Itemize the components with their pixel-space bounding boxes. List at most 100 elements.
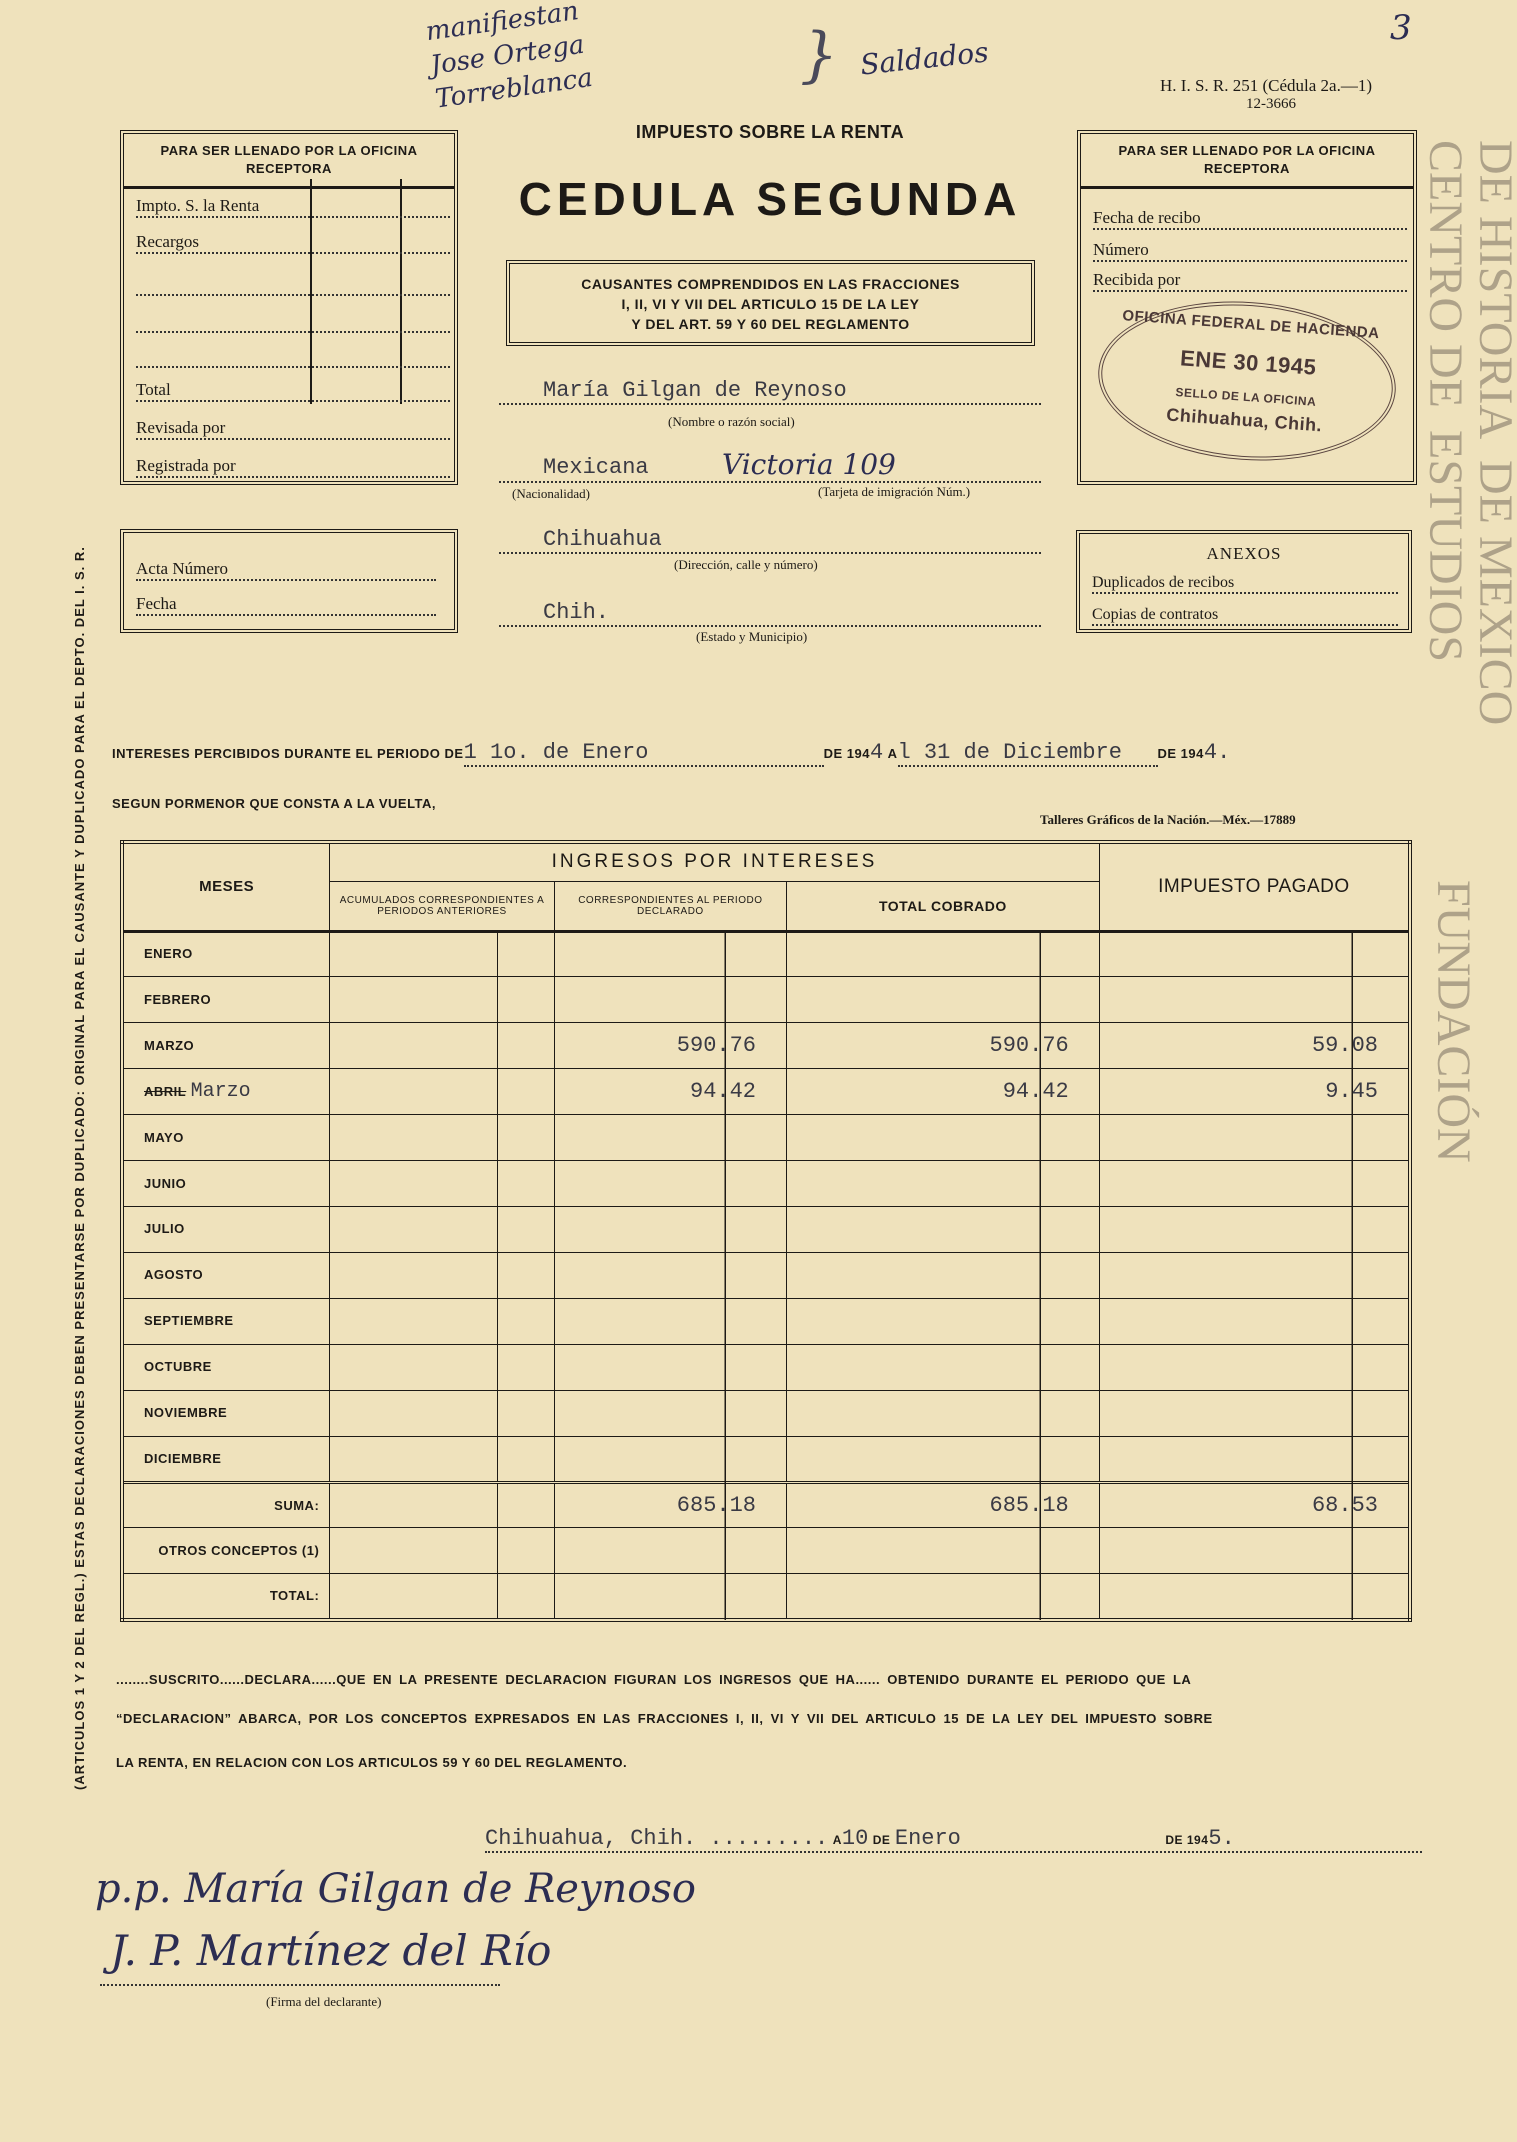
acumulados-cents-cell: [496, 930, 555, 978]
amount-cell-imp: 9.45: [1098, 1068, 1411, 1116]
recibida-por-field[interactable]: Recibida por: [1093, 270, 1407, 292]
amount-cell-imp: [1098, 1389, 1411, 1437]
typed-month: Marzo: [190, 1080, 251, 1104]
acumulados-cell: [329, 1481, 498, 1529]
month-label: OCTUBRE: [144, 1359, 212, 1375]
brace-mark: }: [800, 20, 839, 90]
month-label: DICIEMBRE: [144, 1450, 222, 1466]
saldados-note: Saldados: [858, 35, 990, 82]
form-title: CEDULA SEGUNDA: [518, 173, 1022, 225]
month-cell: FEBRERO: [121, 976, 331, 1024]
amount-cell-corr: [553, 1573, 788, 1621]
place-field[interactable]: Chihuahua, Chih. .........: [485, 1826, 829, 1851]
amount-cell-imp: [1098, 1573, 1411, 1621]
month-cell: SEPTIEMBRE: [121, 1297, 331, 1345]
month-field[interactable]: Enero: [894, 1826, 961, 1851]
recargos-field[interactable]: Recargos: [136, 232, 450, 254]
amount-cell-corr: 590.76: [553, 1022, 788, 1070]
acumulados-cents-cell: [496, 1160, 555, 1208]
amount-cell-total: 685.18: [786, 1481, 1100, 1529]
total-field[interactable]: Total: [136, 380, 450, 402]
amount-value: 9.45: [1325, 1079, 1378, 1105]
acta-numero-field[interactable]: Acta Número: [136, 559, 436, 581]
totals-label: SUMA:: [274, 1497, 320, 1513]
table-row: FEBRERO: [121, 976, 1411, 1024]
period-de: DE 194: [1157, 746, 1204, 761]
table-row: ABRIL Marzo 94.42 94.42 9.45: [121, 1068, 1411, 1116]
amount-cell-corr: [553, 1251, 788, 1299]
header-correspondientes: CORRESPONDIENTES AL PERIODO DECLARADO: [553, 880, 788, 933]
acta-fecha-field[interactable]: Fecha: [136, 594, 436, 616]
amount-cell-total: [786, 1435, 1100, 1483]
year-field[interactable]: 5.: [1208, 1826, 1235, 1851]
label-de: DE: [872, 1833, 891, 1847]
acumulados-cell: [329, 1160, 498, 1208]
amount-cell-imp: [1098, 1435, 1411, 1483]
amount-cell-total: [786, 930, 1100, 978]
header-impuesto: IMPUESTO PAGADO: [1098, 841, 1411, 933]
acumulados-cell: [329, 1068, 498, 1116]
amount-cell-corr: 685.18: [553, 1481, 788, 1529]
amount-cell-total: 590.76: [786, 1022, 1100, 1070]
table-row: SEPTIEMBRE: [121, 1297, 1411, 1345]
period-from[interactable]: 1 1o. de Enero: [463, 740, 824, 767]
amount-cell-imp: [1098, 930, 1411, 978]
table-row: ENERO: [121, 930, 1411, 978]
month-cell: DICIEMBRE: [121, 1435, 331, 1483]
amount-cell-imp: [1098, 1160, 1411, 1208]
state-field[interactable]: Chih.: [499, 600, 1041, 627]
acumulados-cell: [329, 1251, 498, 1299]
form-code: H. I. S. R. 251 (Cédula 2a.—1): [1160, 76, 1373, 95]
signature-line: [100, 1984, 500, 1986]
form-subtitle: IMPUESTO SOBRE LA RENTA: [635, 122, 905, 142]
amount-cell-corr: [553, 1297, 788, 1345]
totals-row: SUMA: 685.18 685.18 68.53: [121, 1481, 1411, 1529]
amount-cell-corr: [553, 976, 788, 1024]
nationality-line: [499, 457, 1041, 483]
registrada-field[interactable]: Registrada por: [136, 456, 450, 478]
period-year-to[interactable]: 4.: [1203, 740, 1231, 765]
period-to[interactable]: l 31 de Diciembre: [897, 740, 1158, 767]
month-label: JUNIO: [144, 1175, 187, 1191]
revisada-field[interactable]: Revisada por: [136, 418, 450, 440]
divider: [310, 179, 312, 404]
amount-cell-corr: [553, 1206, 788, 1253]
numero-field[interactable]: Número: [1093, 240, 1407, 262]
nationality-field[interactable]: Mexicana: [543, 455, 649, 480]
side-note: (ARTICULOS 1 Y 2 DEL REGL.) ESTAS DECLAR…: [72, 546, 87, 1790]
acta-box: Acta Número Fecha: [120, 529, 458, 633]
amount-value: 590.76: [989, 1033, 1069, 1059]
watermark-line: CENTRO DE: [1419, 140, 1472, 408]
acumulados-cents-cell: [496, 976, 555, 1024]
watermark-line: DE MEXICO: [1469, 460, 1517, 726]
acumulados-cents-cell: [496, 1573, 555, 1621]
totals-label: TOTAL:: [269, 1588, 320, 1604]
scope-line: CAUSANTES COMPRENDIDOS EN LAS FRACCIONES: [581, 276, 960, 292]
card-field[interactable]: Victoria 109: [722, 448, 896, 481]
scope-line: I, II, VI Y VII DEL ARTICULO 15 DE LA LE…: [621, 296, 920, 312]
month-label: AGOSTO: [144, 1267, 204, 1283]
address-field[interactable]: Chihuahua: [499, 527, 1041, 554]
fecha-recibo-field[interactable]: Fecha de recibo: [1093, 208, 1407, 230]
name-field[interactable]: María Gilgan de Reynoso: [499, 378, 1041, 405]
duplicados-field[interactable]: Duplicados de recibos: [1092, 574, 1398, 594]
acumulados-cents-cell: [496, 1068, 555, 1116]
printer-credit: Talleres Gráficos de la Nación.—Méx.—178…: [1040, 812, 1296, 827]
day-field[interactable]: 10: [841, 1826, 869, 1851]
period-year-from[interactable]: 4: [869, 740, 884, 765]
period-line: INTERESES PERCIBIDOS DURANTE EL PERIODO …: [112, 740, 1422, 767]
office-receipt-box: PARA SER LLENADO POR LA OFICINA RECEPTOR…: [1077, 130, 1417, 485]
anexos-title: ANEXOS: [1206, 544, 1282, 563]
handwritten-note: manifiestan Jose Ortega Torreblanca: [424, 0, 595, 117]
month-cell: OCTUBRE: [121, 1343, 331, 1391]
acumulados-cell: [329, 1389, 498, 1437]
divider: [400, 179, 402, 404]
impto-field[interactable]: Impto. S. la Renta: [136, 196, 450, 218]
month-cell: MAYO: [121, 1114, 331, 1162]
amount-cell-total: [786, 1114, 1100, 1162]
amount-cell-corr: [553, 1160, 788, 1208]
copias-field[interactable]: Copias de contratos: [1092, 606, 1398, 626]
month-cell: MARZO: [121, 1022, 331, 1070]
income-table: MESES INGRESOS POR INTERESES IMPUESTO PA…: [120, 840, 1412, 1622]
